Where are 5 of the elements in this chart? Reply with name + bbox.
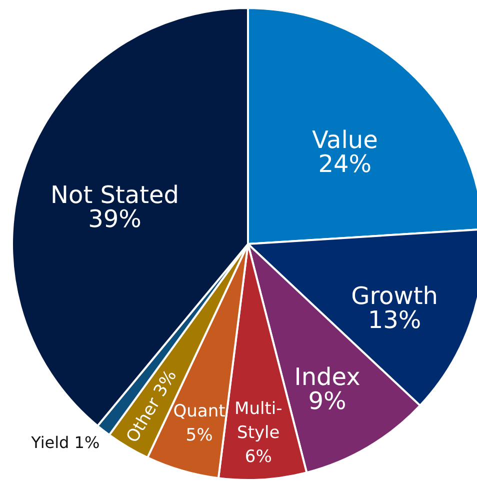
data-label: 6% bbox=[244, 446, 272, 467]
data-label: 5% bbox=[186, 426, 213, 446]
slice-label: Quant bbox=[173, 402, 226, 422]
slice-label: Multi-Style bbox=[234, 398, 282, 443]
slice-label: Yield 1% bbox=[30, 433, 100, 452]
